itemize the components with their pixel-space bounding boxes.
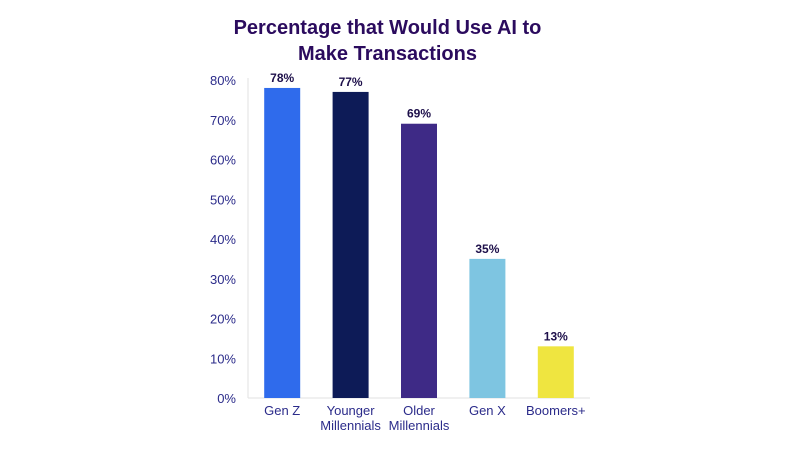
chart-title-line-2: Make Transactions — [298, 43, 477, 65]
bar — [469, 258, 506, 398]
y-tick-label: 50% — [210, 192, 236, 207]
x-category-label: Gen Z — [264, 403, 300, 418]
bar — [537, 346, 574, 398]
x-category-label: Older Millennials — [389, 403, 450, 433]
bar — [401, 123, 437, 398]
x-category-label: Younger Millennials — [320, 403, 381, 433]
data-label: 69% — [407, 107, 431, 121]
chart-title-line-1: Percentage that Would Use AI to — [233, 17, 542, 39]
x-category-label: Gen X — [469, 403, 506, 418]
y-tick-label: 60% — [210, 153, 236, 168]
y-tick-label: 30% — [210, 272, 236, 287]
y-tick-label: 70% — [210, 113, 236, 128]
data-label: 13% — [544, 329, 568, 343]
x-category-label: Boomers+ — [526, 403, 586, 418]
bar — [332, 91, 369, 399]
y-tick-label: 10% — [210, 351, 236, 366]
y-tick-label: 80% — [210, 73, 236, 88]
y-tick-label: 0% — [217, 391, 236, 406]
data-label: 35% — [475, 242, 499, 256]
y-tick-label: 20% — [210, 312, 236, 327]
data-label: 78% — [270, 71, 294, 85]
data-label: 77% — [339, 75, 363, 89]
bar — [264, 87, 301, 398]
y-tick-label: 40% — [210, 232, 236, 247]
